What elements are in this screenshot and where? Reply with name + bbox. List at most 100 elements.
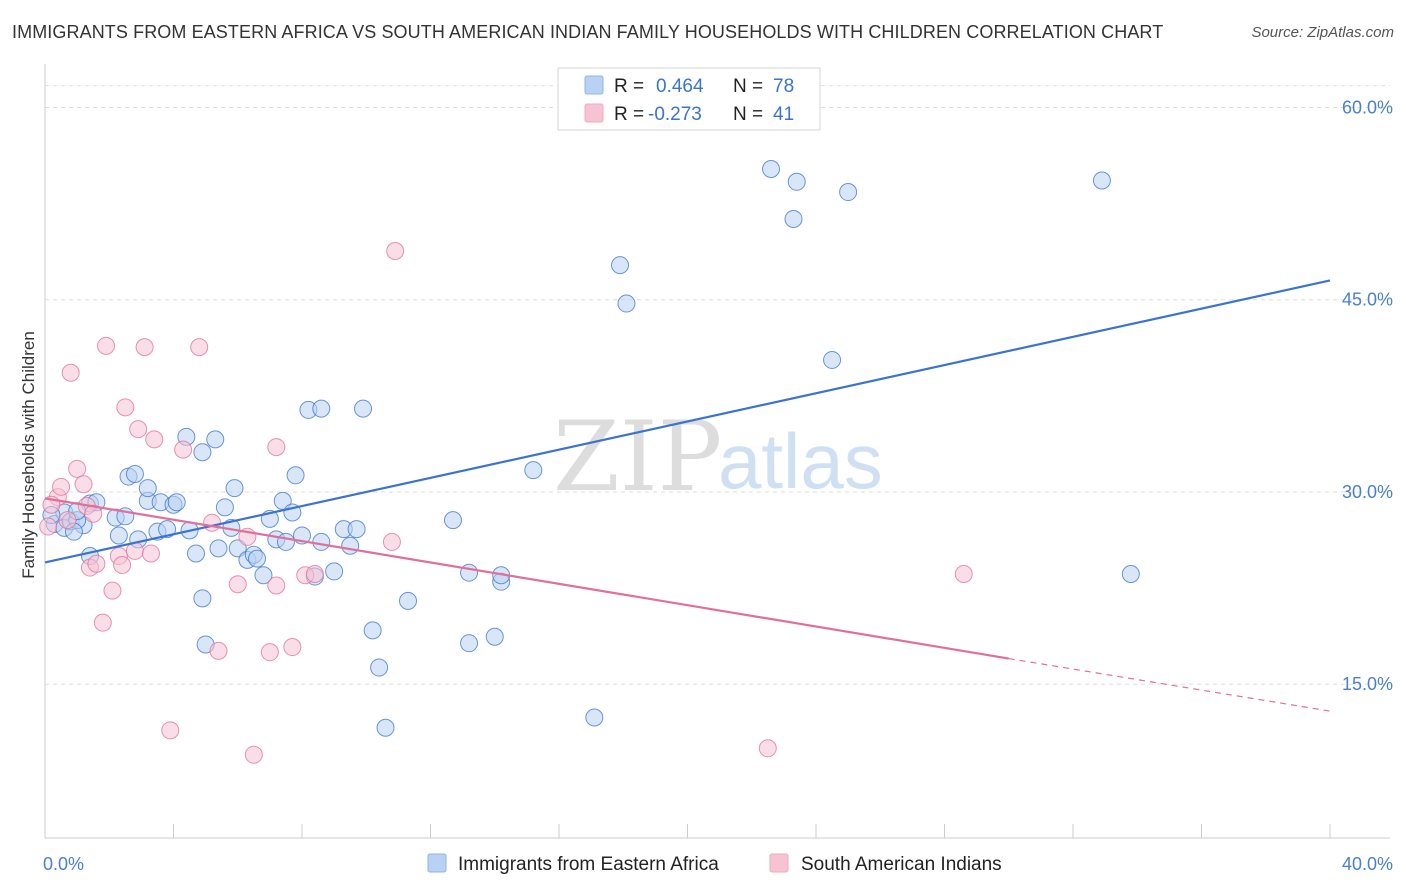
point-series-1-30 xyxy=(267,438,286,457)
point-series-1-3 xyxy=(61,363,80,382)
point-series-0-55 xyxy=(399,591,418,610)
point-series-0-11 xyxy=(125,465,144,484)
legend-n-label-2: N = xyxy=(733,104,763,125)
point-series-1-11 xyxy=(103,581,122,600)
point-series-0-28 xyxy=(215,498,234,517)
legend-swatch-eastern-africa xyxy=(584,75,604,95)
legend-swatch-south-american-indians xyxy=(584,103,604,123)
point-series-1-2 xyxy=(52,477,71,496)
point-series-0-9 xyxy=(109,526,128,545)
point-series-1-14 xyxy=(116,398,135,417)
point-series-1-0 xyxy=(39,517,58,536)
point-series-1-4 xyxy=(68,459,87,478)
point-series-0-45 xyxy=(312,399,331,418)
point-series-0-17 xyxy=(158,520,177,539)
point-series-1-29 xyxy=(267,576,286,595)
point-series-0-71 xyxy=(1092,171,1111,190)
point-series-1-10 xyxy=(97,336,116,355)
trend-line-dashed-1 xyxy=(1008,657,1331,712)
point-series-0-51 xyxy=(354,399,373,418)
axes xyxy=(44,64,1390,839)
point-series-1-24 xyxy=(209,641,228,660)
point-series-0-66 xyxy=(762,159,781,178)
series-legend-label-south-american-indians: South American Indians xyxy=(801,854,1002,875)
point-series-1-33 xyxy=(305,564,324,583)
point-series-1-13 xyxy=(113,556,132,575)
legend-r-value-south-american-indians: -0.273 xyxy=(648,104,702,125)
point-series-0-23 xyxy=(193,589,212,608)
trend-line-1 xyxy=(44,497,1009,660)
point-series-0-39 xyxy=(276,532,295,551)
point-series-0-59 xyxy=(485,627,504,646)
x-tick-label-0: 0.0% xyxy=(43,854,84,874)
point-series-0-35 xyxy=(254,566,273,585)
point-series-0-54 xyxy=(376,718,395,737)
point-series-0-53 xyxy=(370,658,389,677)
point-series-0-49 xyxy=(341,536,360,555)
point-series-1-19 xyxy=(145,430,164,449)
point-series-1-16 xyxy=(129,420,148,439)
point-series-1-39 xyxy=(58,511,77,530)
point-series-0-24 xyxy=(193,443,212,462)
trend-lines xyxy=(44,279,1331,712)
source-label: Source: ZipAtlas.com xyxy=(1251,24,1394,41)
point-series-0-19 xyxy=(167,493,186,512)
point-series-1-37 xyxy=(954,564,973,583)
point-series-1-17 xyxy=(135,338,154,357)
legend-n-label: N = xyxy=(733,76,763,97)
point-series-1-25 xyxy=(228,575,247,594)
tick-labels: 15.0% 30.0% 45.0% 60.0% 0.0% 40.0% xyxy=(43,97,1393,874)
point-series-0-64 xyxy=(611,256,630,275)
y-tick-label-3: 60.0% xyxy=(1342,97,1393,117)
point-series-0-56 xyxy=(443,511,462,530)
point-series-1-27 xyxy=(244,745,263,764)
legend-r-value-eastern-africa: 0.464 xyxy=(656,76,704,97)
y-tick-label-0: 15.0% xyxy=(1342,674,1393,694)
point-series-0-70 xyxy=(839,183,858,202)
point-series-1-36 xyxy=(758,739,777,758)
chart-title: IMMIGRANTS FROM EASTERN AFRICA VS SOUTH … xyxy=(12,22,1164,42)
point-series-0-50 xyxy=(347,520,366,539)
point-series-0-68 xyxy=(787,172,806,191)
point-series-1-22 xyxy=(190,338,209,357)
point-series-0-47 xyxy=(325,562,344,581)
point-series-0-69 xyxy=(823,350,842,369)
point-series-0-30 xyxy=(225,479,244,498)
point-series-1-31 xyxy=(283,638,302,657)
legend-box: R = 0.464 N = 78 R = -0.273 N = 41 xyxy=(557,67,821,131)
point-series-1-8 xyxy=(87,554,106,573)
legend-n-value-south-american-indians: 41 xyxy=(773,104,794,125)
point-series-0-57 xyxy=(460,563,479,582)
legend-r-label: R = xyxy=(614,76,644,97)
series-legend-swatch-south-american-indians xyxy=(769,853,789,873)
series-legend: Immigrants from Eastern Africa South Ame… xyxy=(427,853,1002,875)
point-series-1-18 xyxy=(142,544,161,563)
point-series-0-67 xyxy=(784,209,803,228)
point-series-1-21 xyxy=(174,440,193,459)
y-tick-label-1: 30.0% xyxy=(1342,482,1393,502)
y-tick-label-2: 45.0% xyxy=(1342,290,1393,310)
point-series-0-58 xyxy=(460,634,479,653)
grid-lines xyxy=(45,85,1390,685)
series-legend-label-eastern-africa: Immigrants from Eastern Africa xyxy=(458,854,719,875)
y-axis-title: Family Households with Children xyxy=(19,331,38,579)
trend-line-0 xyxy=(44,279,1331,564)
point-series-0-72 xyxy=(1121,564,1140,583)
watermark-atlas: atlas xyxy=(718,417,883,505)
point-series-0-31 xyxy=(228,539,247,558)
point-series-0-65 xyxy=(617,294,636,313)
point-series-0-26 xyxy=(206,430,225,449)
point-series-0-62 xyxy=(524,461,543,480)
point-series-0-63 xyxy=(585,708,604,727)
point-series-1-35 xyxy=(386,241,405,260)
point-series-0-27 xyxy=(209,539,228,558)
point-series-1-23 xyxy=(203,513,222,532)
point-series-1-20 xyxy=(161,721,180,740)
point-series-1-34 xyxy=(382,532,401,551)
point-series-0-41 xyxy=(286,466,305,485)
point-series-0-46 xyxy=(312,532,331,551)
point-series-1-28 xyxy=(260,643,279,662)
legend-r-label-2: R = xyxy=(614,104,644,125)
